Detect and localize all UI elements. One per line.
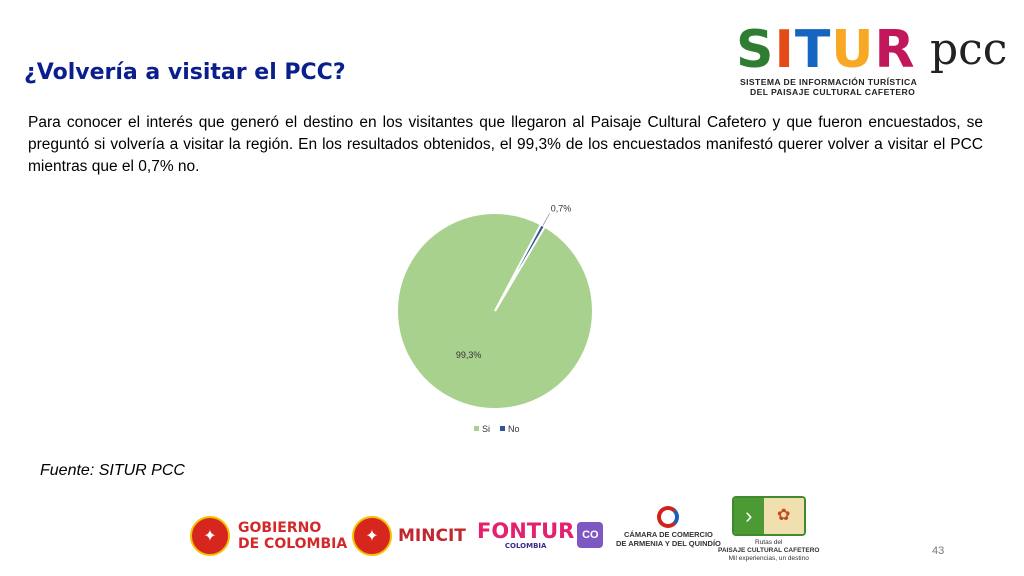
situr-pcc-logo: SITUR pcc SISTEMA DE INFORMACIÓN TURÍSTI… <box>736 20 1007 97</box>
slide-title: ¿Volvería a visitar el PCC? <box>24 60 346 85</box>
logo-tagline-1: SISTEMA DE INFORMACIÓN TURÍSTICA <box>740 77 918 87</box>
mincit-text: MINCIT <box>398 526 466 546</box>
legend-swatch-si <box>474 426 479 431</box>
situr-wordmark: SITUR <box>736 20 916 80</box>
pcc-wordmark: pcc <box>930 24 1008 75</box>
gobierno-line1: GOBIERNO <box>238 520 322 536</box>
logo-tagline-2: DEL PAISAJE CULTURAL CAFETERO <box>750 87 916 97</box>
data-label-no: 0,7% <box>551 203 572 213</box>
description-paragraph: Para conocer el interés que generó el de… <box>28 114 983 175</box>
legend-swatch-no <box>500 426 505 431</box>
camara-line1: CÁMARA DE COMERCIO <box>624 530 713 539</box>
rutas-icon: › ✿ <box>731 496 806 536</box>
fontur-sub: COLOMBIA <box>504 542 547 550</box>
legend-label-no: No <box>508 424 520 434</box>
rutas-line3: Mil experiencias, un destino <box>728 555 809 562</box>
footer-logos: ✦ GOBIERNO DE COLOMBIA ✦ MINCIT FONTUR C… <box>0 490 1024 576</box>
situr-letter: U <box>831 20 875 80</box>
leader-line <box>542 213 551 226</box>
page-number: 43 <box>932 545 945 557</box>
rutas-line1: Rutas del <box>755 539 783 546</box>
gobierno-logo: ✦ GOBIERNO DE COLOMBIA <box>190 516 347 556</box>
rutas-logo: › ✿ Rutas del PAISAJE CULTURAL CAFETERO M… <box>718 496 819 563</box>
source-note: Fuente: SITUR PCC <box>40 462 185 479</box>
mincit-seal-icon: ✦ <box>352 516 392 556</box>
situr-letter: S <box>736 20 775 80</box>
pie-chart: 99,3% 0,7% Si No <box>396 203 594 434</box>
camara-icon <box>657 506 680 528</box>
camara-logo: CÁMARA DE COMERCIO DE ARMENIA Y DEL QUIN… <box>616 506 721 548</box>
camara-line2: DE ARMENIA Y DEL QUINDÍO <box>616 539 721 548</box>
fontur-text: FONTUR <box>477 519 575 543</box>
rutas-line2: PAISAJE CULTURAL CAFETERO <box>718 547 820 554</box>
pie-slice-no <box>494 223 547 312</box>
situr-letter: R <box>874 20 916 80</box>
gobierno-line2: DE COLOMBIA <box>238 536 348 552</box>
legend-label-si: Si <box>482 424 490 434</box>
data-label-si: 99,3% <box>456 350 482 360</box>
co-badge: CO <box>577 522 604 548</box>
fontur-logo: FONTUR COLOMBIA CO <box>477 519 604 550</box>
situr-letter: I <box>774 20 795 80</box>
situr-letter: T <box>794 20 832 80</box>
colombia-seal-icon: ✦ <box>190 516 230 556</box>
mincit-logo: ✦ MINCIT <box>352 516 466 556</box>
